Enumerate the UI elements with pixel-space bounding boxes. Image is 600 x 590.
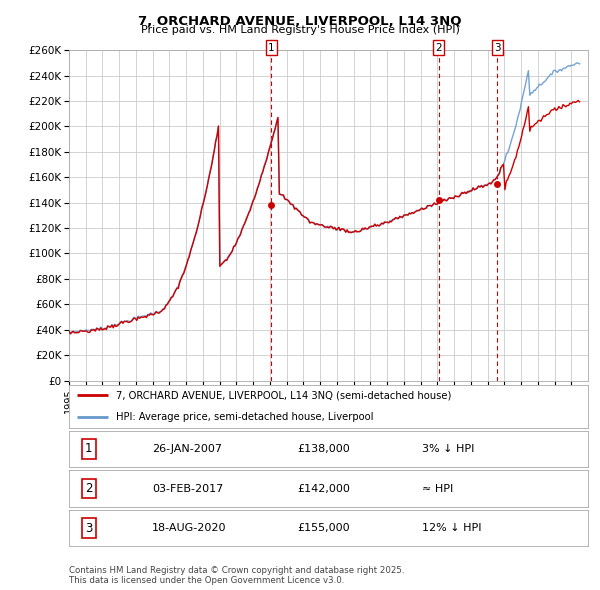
Text: HPI: Average price, semi-detached house, Liverpool: HPI: Average price, semi-detached house,… bbox=[116, 412, 373, 422]
Text: 3: 3 bbox=[85, 522, 92, 535]
Text: 18-AUG-2020: 18-AUG-2020 bbox=[152, 523, 227, 533]
Text: 3% ↓ HPI: 3% ↓ HPI bbox=[422, 444, 474, 454]
Text: Price paid vs. HM Land Registry's House Price Index (HPI): Price paid vs. HM Land Registry's House … bbox=[140, 25, 460, 35]
Text: 3: 3 bbox=[494, 42, 500, 53]
Text: 26-JAN-2007: 26-JAN-2007 bbox=[152, 444, 222, 454]
Text: 7, ORCHARD AVENUE, LIVERPOOL, L14 3NQ (semi-detached house): 7, ORCHARD AVENUE, LIVERPOOL, L14 3NQ (s… bbox=[116, 391, 451, 401]
Text: 1: 1 bbox=[85, 442, 92, 455]
Text: ≈ HPI: ≈ HPI bbox=[422, 484, 453, 493]
Text: £138,000: £138,000 bbox=[298, 444, 350, 454]
Text: £155,000: £155,000 bbox=[298, 523, 350, 533]
Text: £142,000: £142,000 bbox=[298, 484, 350, 493]
Text: Contains HM Land Registry data © Crown copyright and database right 2025.
This d: Contains HM Land Registry data © Crown c… bbox=[69, 566, 404, 585]
Text: 2: 2 bbox=[436, 42, 442, 53]
Text: 03-FEB-2017: 03-FEB-2017 bbox=[152, 484, 223, 493]
Text: 7, ORCHARD AVENUE, LIVERPOOL, L14 3NQ: 7, ORCHARD AVENUE, LIVERPOOL, L14 3NQ bbox=[138, 15, 462, 28]
Text: 1: 1 bbox=[268, 42, 275, 53]
Text: 2: 2 bbox=[85, 482, 92, 495]
Text: 12% ↓ HPI: 12% ↓ HPI bbox=[422, 523, 481, 533]
